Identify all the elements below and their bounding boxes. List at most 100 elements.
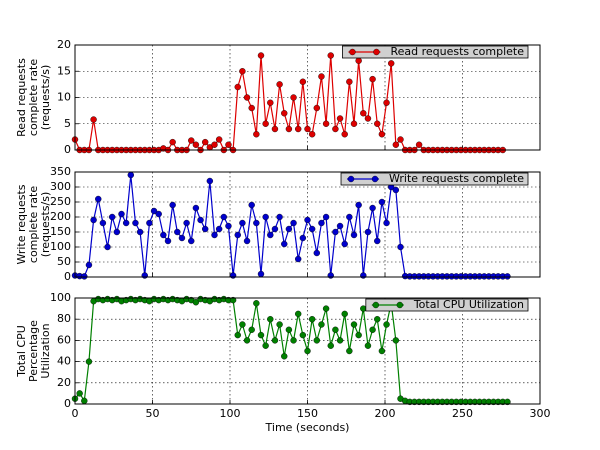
x-tick-label: 150 <box>297 407 318 420</box>
point <box>299 78 307 85</box>
axes-frame <box>74 171 541 278</box>
point <box>267 316 274 323</box>
y-tick-label: 250 <box>50 195 71 208</box>
point <box>206 177 214 185</box>
point <box>211 231 218 239</box>
point <box>253 219 260 227</box>
point <box>295 310 302 318</box>
point <box>285 125 293 133</box>
legend-marker <box>349 48 356 56</box>
point <box>229 272 237 279</box>
legend-marker <box>371 175 379 183</box>
point <box>332 228 339 236</box>
point <box>164 237 172 245</box>
y-tick-label: 15 <box>57 64 71 77</box>
point <box>81 273 88 280</box>
point <box>239 68 246 75</box>
point <box>318 321 325 328</box>
point <box>90 116 97 123</box>
point <box>201 225 209 233</box>
point <box>276 81 283 88</box>
point <box>141 272 148 279</box>
point <box>178 234 186 242</box>
y-tick-label: 0 <box>64 397 71 410</box>
y-axis-label: complete rate <box>27 59 40 136</box>
point <box>285 225 293 233</box>
y-axis-label: Read requests <box>15 58 28 137</box>
point <box>360 272 367 279</box>
x-tick-label: 300 <box>530 407 551 420</box>
y-axis-label: Write requests <box>15 184 28 264</box>
point <box>262 342 269 349</box>
point <box>192 299 200 306</box>
y-axis-label: Percentage <box>27 320 40 382</box>
point <box>113 228 121 236</box>
legend-box <box>365 298 529 312</box>
point <box>257 331 265 339</box>
point <box>327 272 334 279</box>
legend-marker <box>373 48 380 56</box>
legend: Read requests complete <box>342 45 529 59</box>
point <box>336 115 344 122</box>
point <box>304 125 311 133</box>
y-tick-label: 100 <box>50 291 71 304</box>
point <box>369 326 376 333</box>
x-tick-label: 0 <box>72 407 79 420</box>
point <box>369 75 376 83</box>
point <box>313 249 320 257</box>
panel: 0 50 100 150 200 250 300 350 Write requests compl… <box>15 165 541 283</box>
point <box>183 219 190 227</box>
point <box>197 216 204 224</box>
point <box>285 326 293 333</box>
point <box>346 213 353 221</box>
point <box>257 270 265 278</box>
point <box>243 237 251 245</box>
panel: 0 5 10 15 20 Read requests complete rate (reque… <box>15 38 541 156</box>
y-tick-label: 40 <box>57 355 71 368</box>
x-tick-label: 100 <box>220 407 241 420</box>
point <box>355 331 362 339</box>
point <box>374 237 381 245</box>
y-axis-label: complete rate <box>27 186 40 263</box>
y-tick-label: 60 <box>57 333 71 346</box>
point <box>271 225 279 233</box>
point <box>253 300 260 307</box>
point <box>257 52 265 59</box>
point <box>220 213 228 221</box>
point <box>192 204 200 212</box>
point <box>392 337 400 344</box>
y-tick-label: 20 <box>57 376 71 389</box>
y-axis-label: (requests/s) <box>39 192 52 258</box>
legend-box <box>342 45 529 59</box>
y-tick-label: 150 <box>50 225 71 238</box>
y-tick-label: 80 <box>57 312 71 325</box>
point <box>188 137 195 144</box>
y-tick-label: 350 <box>50 165 71 178</box>
legend: Total CPU Utilization <box>365 298 529 312</box>
point <box>253 131 260 138</box>
point <box>299 234 307 242</box>
point <box>290 219 297 227</box>
point <box>281 240 288 248</box>
point <box>383 99 390 106</box>
point <box>76 390 83 397</box>
legend-marker <box>347 175 355 183</box>
point <box>234 231 241 239</box>
point <box>239 321 246 328</box>
point <box>355 201 362 209</box>
point <box>392 141 400 148</box>
point <box>160 231 167 239</box>
y-tick-label: 100 <box>50 240 71 253</box>
point <box>378 347 386 355</box>
point <box>374 316 381 323</box>
point <box>504 398 511 406</box>
point <box>215 225 223 233</box>
point <box>243 337 251 344</box>
point <box>318 73 325 80</box>
legend-label: Write requests complete <box>389 172 524 185</box>
point <box>267 231 274 239</box>
x-tick-label: 200 <box>375 407 396 420</box>
point <box>99 219 107 227</box>
point <box>271 337 279 344</box>
point <box>225 141 232 148</box>
